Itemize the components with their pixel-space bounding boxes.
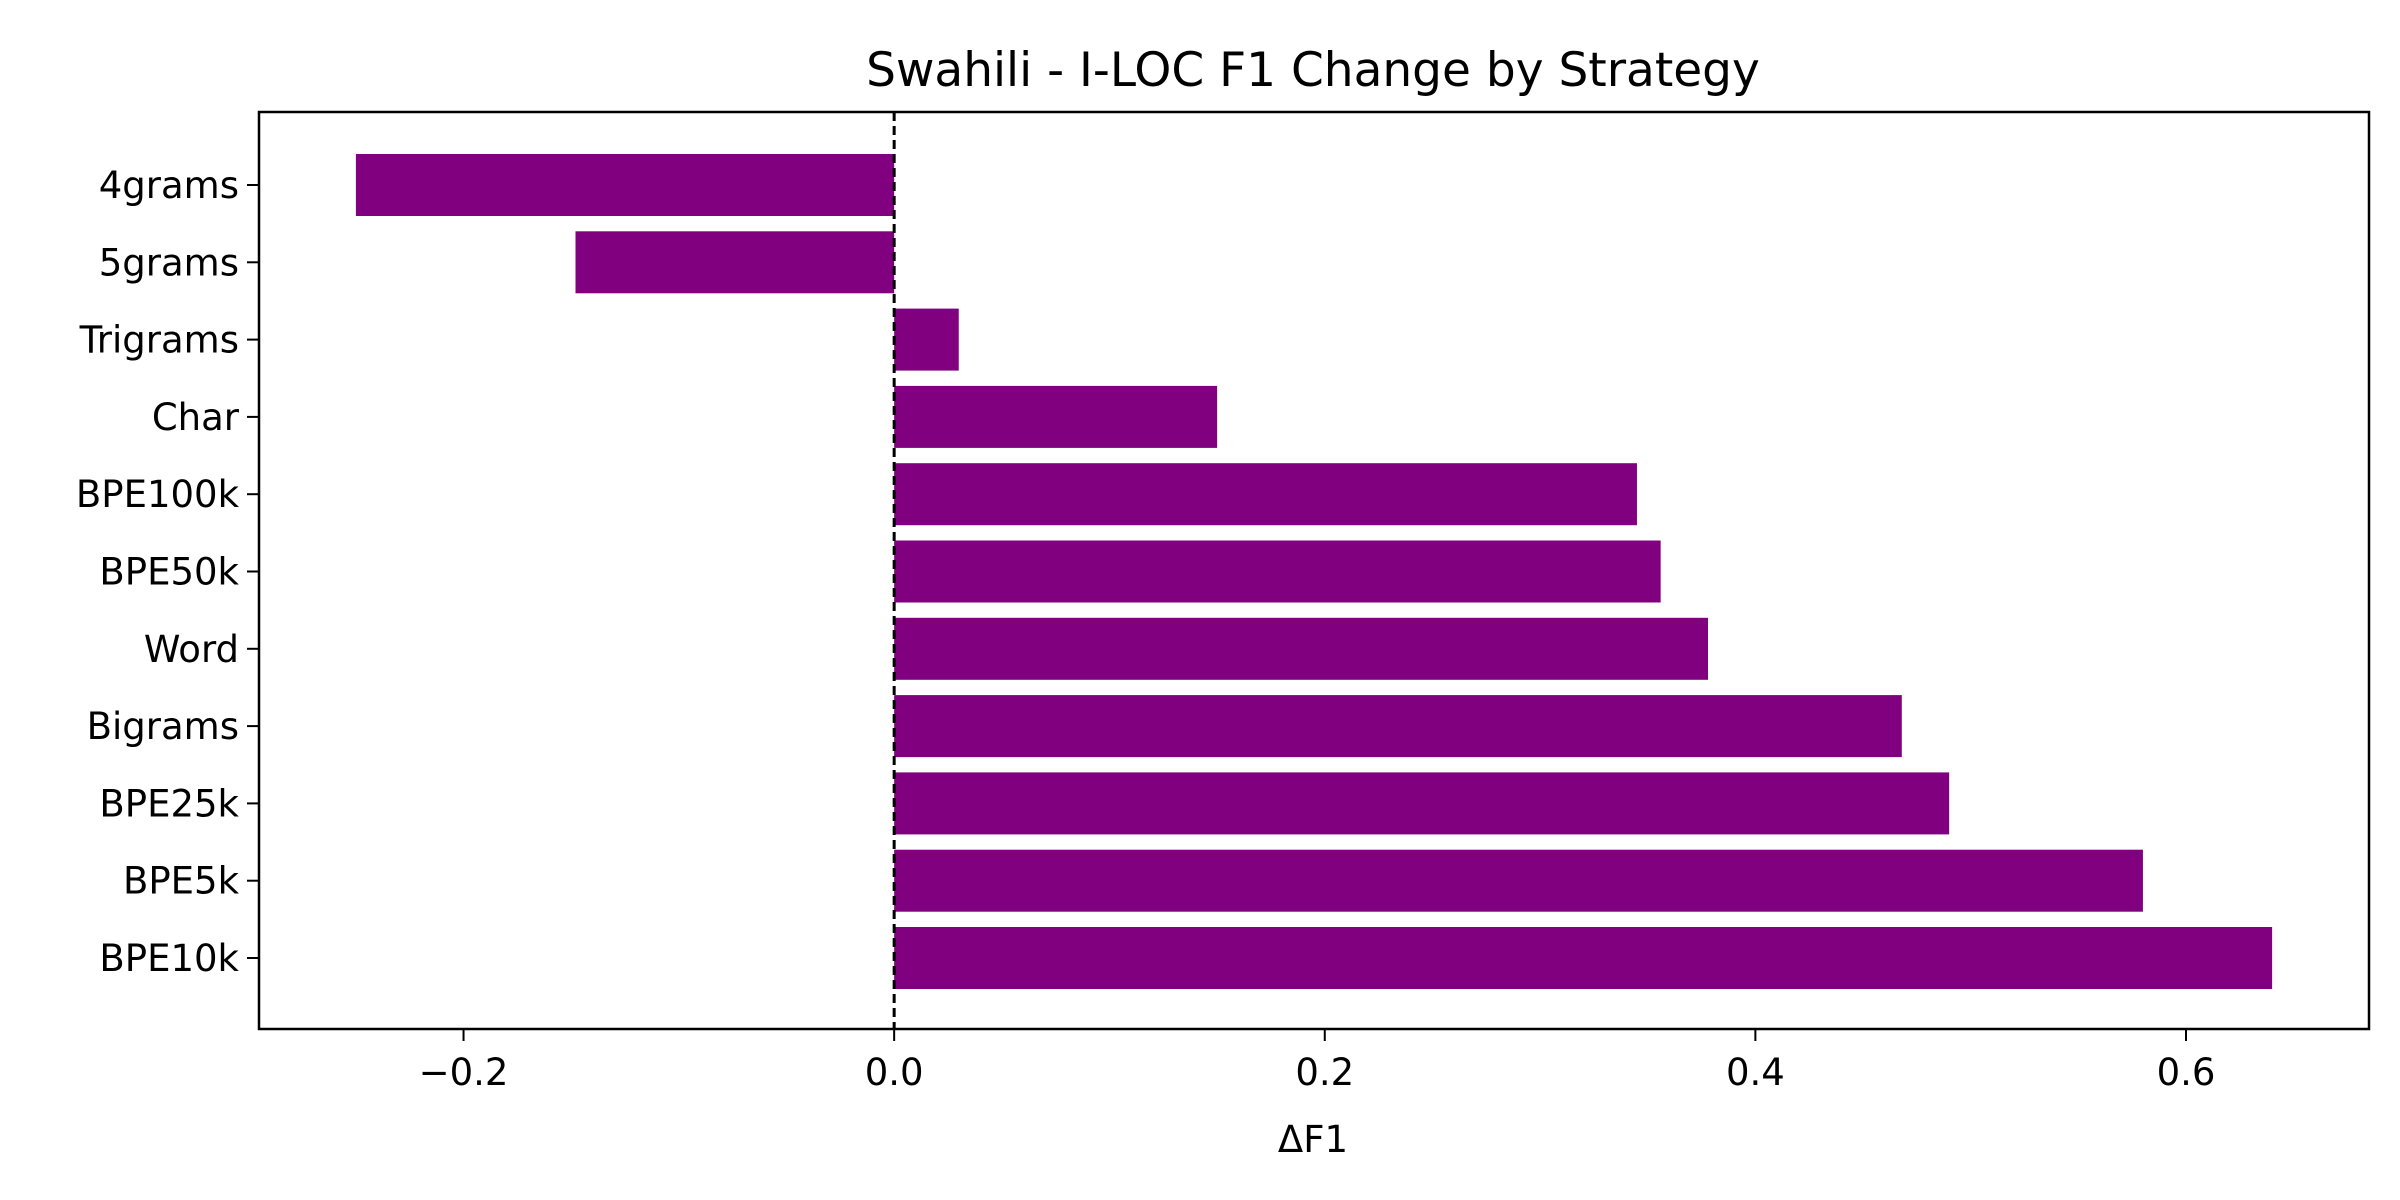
x-tick-label: −0.2: [419, 1051, 509, 1094]
y-axis: 4grams 5grams Trigrams Char BPE100k BPE50k Wor…: [76, 164, 259, 980]
y-tick-label: BPE25k: [99, 782, 239, 825]
bar-4grams: [355, 154, 895, 216]
x-tick-label: 0.2: [1295, 1051, 1354, 1094]
bar-trigrams: [894, 308, 959, 371]
bars-group: [355, 154, 2273, 989]
x-tick-label: 0.4: [1726, 1051, 1785, 1094]
bar-5grams: [575, 231, 895, 294]
y-tick-label: Bigrams: [87, 705, 239, 748]
bar-bpe100k: [894, 463, 1637, 526]
y-tick-label: Char: [152, 396, 240, 439]
x-tick-label: 0.6: [2157, 1051, 2216, 1094]
y-tick-label: Trigrams: [79, 319, 239, 362]
bar-bpe50k: [894, 540, 1661, 603]
y-tick-label: BPE100k: [76, 473, 240, 516]
chart-title: Swahili - I-LOC F1 Change by Strategy: [866, 43, 1760, 98]
x-tick-label: 0.0: [865, 1051, 924, 1094]
y-tick-label: Word: [144, 628, 239, 671]
bar-bpe5k: [894, 849, 2143, 912]
y-tick-label: BPE5k: [123, 860, 240, 903]
bar-word: [894, 617, 1709, 680]
bar-bpe10k: [894, 927, 2273, 989]
y-tick-label: BPE10k: [99, 937, 239, 980]
x-axis: −0.2 0.0 0.2 0.4 0.6: [419, 1029, 2216, 1094]
bar-bpe25k: [894, 772, 1950, 835]
x-axis-label: ΔF1: [1278, 1118, 1348, 1161]
y-tick-label: 5grams: [99, 241, 239, 284]
y-tick-label: BPE50k: [99, 551, 239, 594]
bar-bigrams: [894, 695, 1902, 758]
bar-char: [894, 385, 1218, 448]
y-tick-label: 4grams: [99, 164, 239, 207]
